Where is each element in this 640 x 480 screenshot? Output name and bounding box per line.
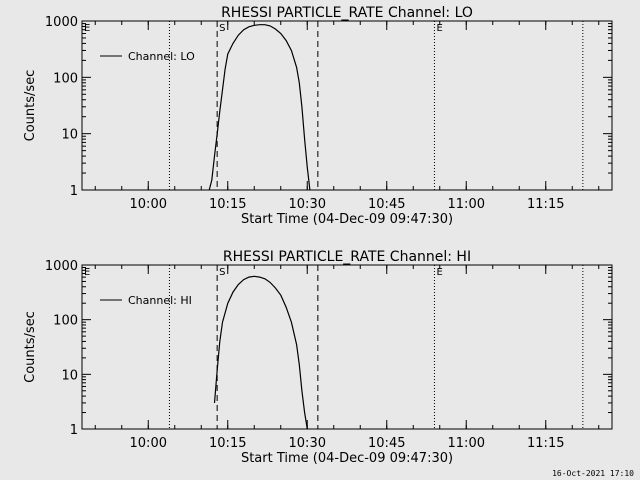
panel1-y-tick-label: 1 [70, 184, 78, 199]
panel2-y-axis-label: Counts/sec [23, 311, 38, 383]
panel2-marker-label: E [436, 267, 442, 278]
panel2-plot-frame [81, 264, 613, 430]
panel1-x-tick-label: 11:15 [527, 197, 564, 212]
panel1-y-tick-label: 100 [53, 71, 78, 86]
panel1-x-tick-label: 10:15 [209, 197, 246, 212]
panel1-marker-label: E [436, 23, 442, 34]
panel2-x-tick-label: 11:00 [448, 436, 485, 451]
panel2-x-tick-label: 11:15 [527, 436, 564, 451]
panel1-series-line [208, 24, 311, 191]
panel1-x-tick-label: 11:00 [448, 197, 485, 212]
panel1-y-tick-label: 1000 [45, 15, 78, 30]
panel2-y-tick-label: 1000 [45, 259, 78, 274]
panel1-y-axis-label: Counts/sec [23, 70, 38, 142]
panel1-plot-frame [81, 20, 613, 191]
panel2-legend-label: Channel: HI [128, 294, 192, 307]
panel2-x-tick-label: 10:15 [209, 436, 246, 451]
panel2-x-tick-label: 10:00 [130, 436, 167, 451]
panel1-x-axis-label: Start Time (04-Dec-09 09:47:30) [241, 212, 453, 227]
panel2-marker-label: S [219, 267, 225, 278]
panel2-x-axis-label: Start Time (04-Dec-09 09:47:30) [241, 451, 453, 466]
footer-timestamp: 16-Oct-2021 17:10 [552, 469, 634, 478]
panel2-marker-label: E [84, 267, 90, 278]
panel1-x-tick-label: 10:30 [289, 197, 326, 212]
panel2-y-tick-label: 1 [70, 423, 78, 438]
panel2-y-tick-label: 10 [61, 368, 78, 383]
panel2-chart-title: RHESSI PARTICLE_RATE Channel: HI [223, 249, 471, 265]
panel1-x-tick-label: 10:00 [130, 197, 167, 212]
panel1-legend-label: Channel: LO [128, 50, 195, 63]
panel1-chart-title: RHESSI PARTICLE_RATE Channel: LO [221, 5, 473, 21]
panel2-x-tick-label: 10:30 [289, 436, 326, 451]
panel1-y-tick-label: 10 [61, 128, 78, 143]
panel2-y-tick-label: 100 [53, 314, 78, 329]
panel1-marker-label: E [84, 23, 90, 34]
panel2-series-line [213, 275, 308, 430]
panel2-x-tick-label: 10:45 [368, 436, 405, 451]
panel1-marker-label: S [219, 23, 225, 34]
panel1-x-tick-label: 10:45 [368, 197, 405, 212]
